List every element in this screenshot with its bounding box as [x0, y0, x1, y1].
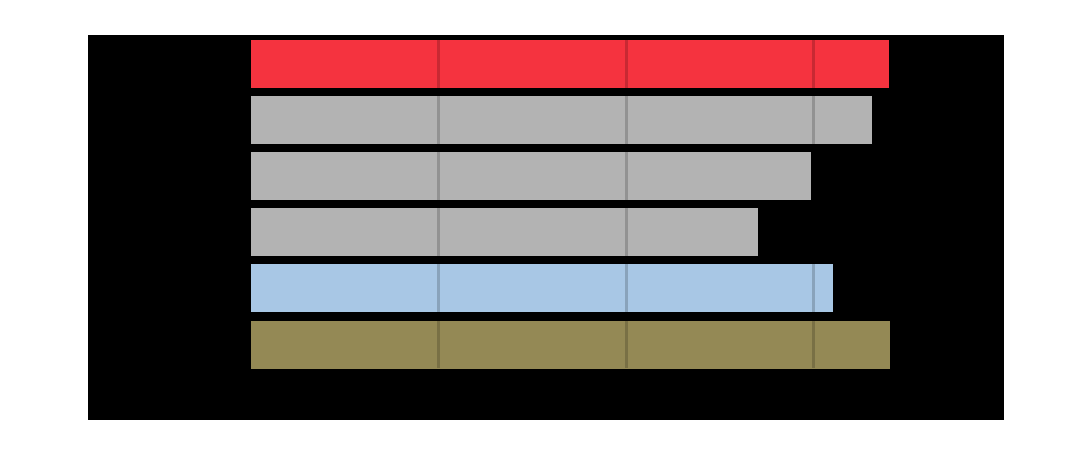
bar-row-2 [251, 96, 872, 145]
x-gridline-1 [437, 35, 440, 368]
bar-chart-plot [251, 35, 1001, 420]
x-gridline-3 [812, 35, 815, 368]
bar-row-5 [251, 264, 833, 313]
bar-row-3 [251, 152, 812, 201]
bar-row-4 [251, 208, 758, 257]
chart-area [88, 35, 1004, 420]
bar-row-6 [251, 320, 890, 369]
bar-row-1 [251, 40, 890, 88]
x-gridline-2 [624, 35, 628, 368]
